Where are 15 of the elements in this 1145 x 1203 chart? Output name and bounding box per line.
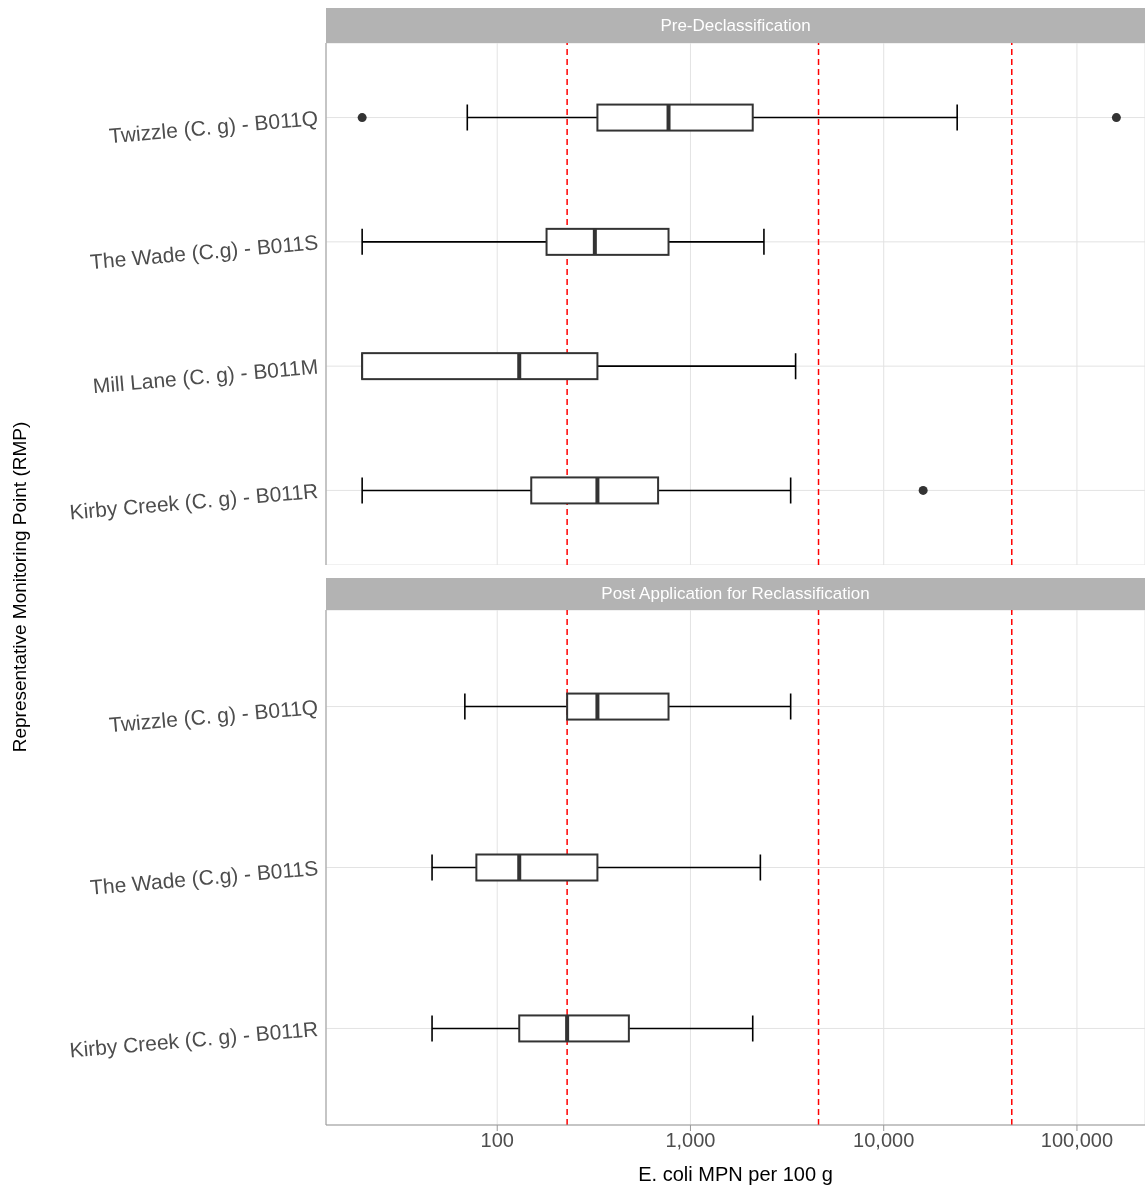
y-tick-label: Kirby Creek (C. g) - B011R: [68, 478, 319, 524]
y-tick-label: The Wade (C.g) - B011S: [89, 230, 319, 274]
x-tick-label: 100: [480, 1129, 514, 1152]
y-tick-label: Twizzle (C. g) - B011Q: [108, 106, 319, 148]
y-tick-label: The Wade (C.g) - B011S: [89, 856, 319, 899]
x-axis-title: E. coli MPN per 100 g: [637, 1163, 834, 1186]
chart-title: Pre-Declassification: [326, 8, 1145, 43]
y-tick-label: Mill Lane (C. g) - B011M: [91, 354, 319, 398]
x-tick-label: 1,000: [665, 1129, 716, 1152]
y-tick-label: Kirby Creek (C. g) - B011R: [68, 1016, 319, 1062]
y-tick-label: Twizzle (C. g) - B011Q: [108, 695, 319, 737]
x-tick-label: 100,000: [1040, 1129, 1114, 1152]
y-axis-title: Representative Monitoring Point (RMP): [9, 421, 31, 753]
x-tick-label: 10,000: [853, 1129, 915, 1152]
chart-title: Post Application for Reclassification: [326, 578, 1145, 610]
